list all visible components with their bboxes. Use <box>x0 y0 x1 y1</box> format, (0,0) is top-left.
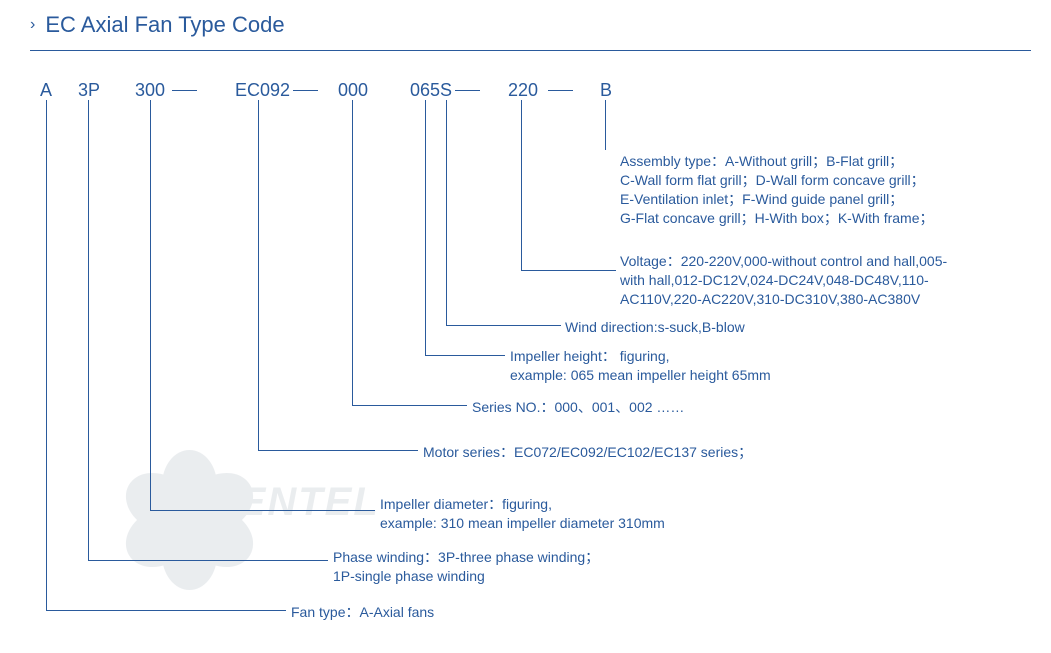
connector <box>150 100 151 510</box>
desc-impeller-diameter: Impeller diameter：figuring, example: 310… <box>380 495 665 533</box>
connector <box>352 405 467 406</box>
code-seg-assembly: B <box>600 80 612 101</box>
desc-impeller-height: Impeller height： figuring, example: 065 … <box>510 347 771 385</box>
desc-wind: Wind direction:s-suck,B-blow <box>565 318 745 337</box>
connector <box>425 355 505 356</box>
connector <box>46 100 47 610</box>
connector <box>521 100 522 270</box>
connector <box>352 100 353 405</box>
title-row: › EC Axial Fan Type Code <box>30 12 285 38</box>
desc-motor: Motor series：EC072/EC092/EC102/EC137 ser… <box>423 443 752 462</box>
desc-voltage: Voltage：220-220V,000-without control and… <box>620 252 947 309</box>
page-title: EC Axial Fan Type Code <box>45 12 284 38</box>
code-seg-impeller: 065S <box>410 80 452 101</box>
watermark-text: VENTEL <box>210 480 380 525</box>
connector <box>88 100 89 560</box>
connector <box>446 100 447 325</box>
connector <box>605 100 606 150</box>
connector <box>46 610 286 611</box>
code-seg-diameter: 300 <box>135 80 165 101</box>
connector <box>446 325 561 326</box>
connector <box>258 100 259 450</box>
code-dash <box>172 90 197 91</box>
desc-phase: Phase winding：3P-three phase winding； 1P… <box>333 548 599 586</box>
connector <box>88 560 328 561</box>
connector <box>150 510 375 511</box>
watermark-fan-icon <box>120 450 260 590</box>
code-seg-voltage: 220 <box>508 80 538 101</box>
desc-fantype: Fan type：A-Axial fans <box>291 603 434 622</box>
connector <box>258 450 418 451</box>
code-seg-series: 000 <box>338 80 368 101</box>
code-dash <box>548 90 573 91</box>
code-seg-fantype: A <box>40 80 52 101</box>
code-dash <box>455 90 480 91</box>
connector <box>425 100 426 355</box>
chevron-icon: › <box>30 16 35 34</box>
code-seg-motor: EC092 <box>235 80 290 101</box>
desc-assembly: Assembly type：A-Without grill；B-Flat gri… <box>620 152 934 228</box>
title-divider <box>30 50 1031 51</box>
desc-series: Series NO.：000、001、002 …… <box>472 398 684 417</box>
code-seg-phase: 3P <box>78 80 100 101</box>
code-dash <box>293 90 318 91</box>
connector <box>521 270 616 271</box>
